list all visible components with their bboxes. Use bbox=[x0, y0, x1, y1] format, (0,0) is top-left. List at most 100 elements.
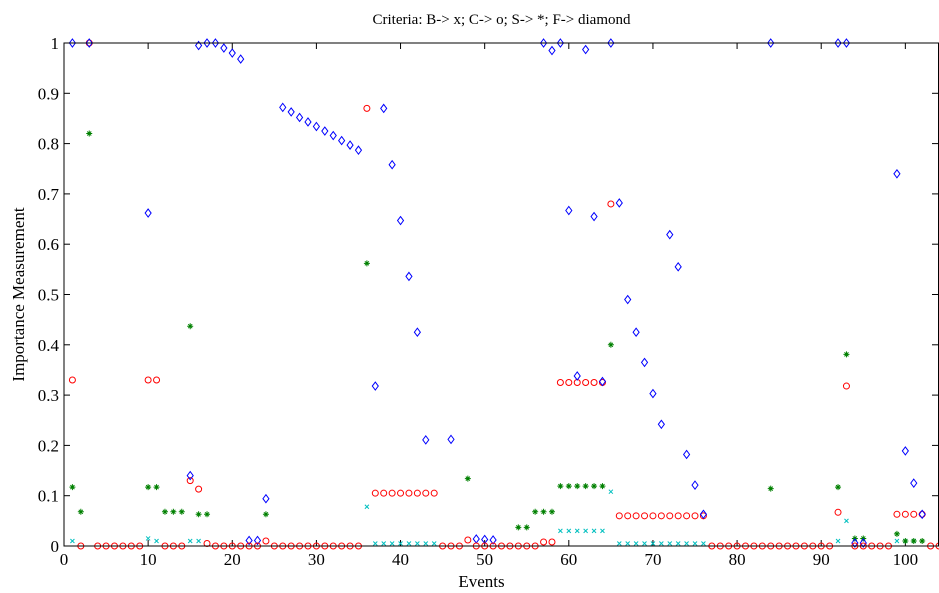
x-marker bbox=[558, 528, 563, 534]
diamond-marker bbox=[615, 198, 623, 208]
star-marker bbox=[910, 537, 917, 544]
diamond-marker bbox=[691, 480, 699, 490]
star-marker bbox=[565, 483, 572, 490]
circle-marker bbox=[144, 376, 152, 384]
diamond-marker bbox=[312, 121, 321, 132]
circle-marker bbox=[607, 200, 615, 208]
star-marker bbox=[607, 341, 614, 348]
x-marker bbox=[196, 538, 201, 544]
diamond-marker bbox=[582, 44, 590, 55]
data-points bbox=[68, 38, 939, 550]
star-marker bbox=[599, 483, 606, 490]
circle-marker bbox=[918, 510, 926, 518]
y-tick-label: 0.8 bbox=[38, 135, 59, 154]
x-marker bbox=[583, 528, 588, 534]
star-marker bbox=[919, 537, 926, 544]
star-marker bbox=[86, 130, 93, 137]
star-marker bbox=[902, 537, 909, 544]
x-marker bbox=[625, 541, 631, 546]
diamond-marker bbox=[640, 357, 649, 368]
x-tick-label: 10 bbox=[140, 550, 157, 569]
diamond-marker bbox=[910, 478, 918, 488]
diamond-marker bbox=[607, 38, 615, 48]
x-marker bbox=[633, 541, 639, 546]
circle-marker bbox=[657, 512, 665, 520]
diamond-marker bbox=[253, 535, 262, 546]
diamond-marker bbox=[68, 38, 77, 48]
circle-marker bbox=[565, 379, 573, 387]
star-marker bbox=[582, 483, 589, 490]
star-marker bbox=[893, 530, 900, 537]
diamond-marker bbox=[489, 535, 497, 545]
diamond-marker bbox=[380, 103, 388, 114]
diamond-marker bbox=[144, 208, 152, 218]
circle-marker bbox=[405, 489, 413, 497]
star-marker bbox=[77, 508, 84, 515]
diamond-marker bbox=[598, 376, 607, 387]
star-marker bbox=[532, 508, 539, 515]
star-marker bbox=[548, 508, 555, 515]
x-tick-label: 30 bbox=[308, 550, 325, 569]
diamond-marker bbox=[186, 470, 194, 481]
y-tick-label: 1 bbox=[51, 34, 60, 53]
diamond-marker bbox=[548, 45, 556, 56]
axis-ticks: 0 10 20 30 40 50 60 70 80 90 100 0 0.1 0.2 0.3 0.4 0.5 0.… bbox=[38, 34, 938, 569]
diamond-marker bbox=[447, 434, 455, 445]
diamond-marker bbox=[472, 534, 480, 544]
x-marker bbox=[372, 541, 378, 546]
x-marker bbox=[70, 538, 75, 544]
circle-marker bbox=[842, 382, 850, 390]
diamond-marker bbox=[422, 435, 430, 445]
star-marker bbox=[153, 484, 160, 491]
x-axis-label: Events bbox=[458, 572, 504, 591]
circle-marker bbox=[68, 376, 76, 384]
x-marker bbox=[684, 541, 689, 546]
diamond-marker bbox=[699, 509, 708, 520]
x-marker bbox=[667, 541, 673, 546]
circle-marker bbox=[582, 379, 590, 387]
y-tick-label: 0.1 bbox=[38, 487, 59, 506]
circle-marker bbox=[153, 376, 161, 384]
circle-marker bbox=[590, 379, 598, 387]
diamond-marker bbox=[657, 419, 665, 430]
x-tick-label: 20 bbox=[224, 550, 241, 569]
x-marker bbox=[398, 541, 403, 546]
circle-marker bbox=[683, 512, 691, 520]
circle-marker bbox=[363, 104, 371, 112]
diamond-marker bbox=[85, 38, 93, 48]
diamond-marker bbox=[413, 327, 421, 338]
diamond-marker bbox=[666, 229, 674, 240]
star-marker bbox=[591, 483, 598, 490]
circle-marker bbox=[388, 489, 396, 497]
x-marker bbox=[701, 541, 706, 546]
diamond-marker bbox=[295, 112, 304, 123]
diamond-marker bbox=[682, 449, 691, 460]
x-tick-label: 70 bbox=[644, 550, 661, 569]
star-marker bbox=[363, 260, 370, 267]
diamond-marker bbox=[304, 117, 312, 127]
circle-marker bbox=[901, 510, 909, 518]
x-marker bbox=[591, 528, 597, 534]
x-marker bbox=[574, 528, 580, 534]
diamond-marker bbox=[354, 145, 363, 155]
diamond-marker bbox=[228, 48, 236, 58]
circle-marker bbox=[674, 512, 682, 520]
diamond-marker bbox=[396, 215, 405, 226]
star-marker bbox=[204, 511, 211, 518]
circle-marker bbox=[464, 536, 472, 544]
y-tick-label: 0.7 bbox=[38, 185, 60, 204]
circle-marker bbox=[893, 510, 901, 518]
circle-marker bbox=[666, 512, 674, 520]
circle-marker bbox=[380, 489, 388, 497]
x-marker bbox=[364, 504, 370, 510]
plot-frame bbox=[63, 42, 939, 547]
diamond-marker bbox=[767, 38, 775, 48]
star-marker bbox=[145, 484, 152, 491]
diamond-marker bbox=[279, 102, 287, 113]
diamond-marker bbox=[203, 38, 211, 48]
circle-marker bbox=[641, 512, 649, 520]
circle-marker bbox=[422, 489, 430, 497]
circle-marker bbox=[649, 512, 657, 520]
circle-marker bbox=[397, 489, 405, 497]
